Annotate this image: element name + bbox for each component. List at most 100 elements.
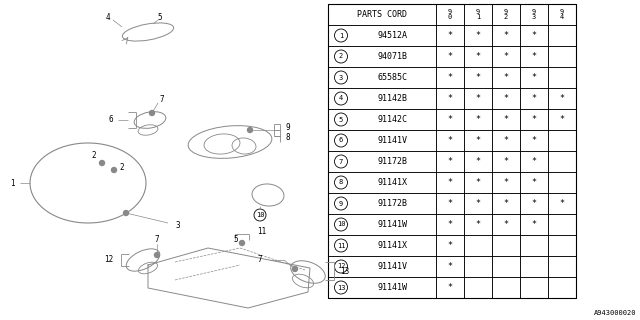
- Bar: [520, 4, 548, 25]
- Circle shape: [248, 127, 253, 132]
- Bar: [492, 193, 520, 214]
- Bar: [548, 130, 576, 151]
- Text: *: *: [504, 157, 509, 166]
- Bar: [464, 277, 492, 298]
- Text: *: *: [476, 31, 481, 40]
- Text: 12: 12: [337, 263, 345, 269]
- Bar: [464, 88, 492, 109]
- Text: 4: 4: [106, 12, 110, 21]
- Text: *: *: [504, 199, 509, 208]
- Text: 94512A: 94512A: [377, 31, 407, 40]
- Text: *: *: [559, 94, 564, 103]
- Bar: [492, 4, 520, 25]
- Bar: [436, 109, 464, 130]
- Text: *: *: [504, 94, 509, 103]
- Text: *: *: [531, 136, 536, 145]
- Text: *: *: [476, 52, 481, 61]
- Text: *: *: [531, 94, 536, 103]
- Text: 2: 2: [92, 151, 96, 161]
- Text: 5: 5: [339, 116, 343, 123]
- Text: 3: 3: [339, 75, 343, 81]
- Text: *: *: [531, 31, 536, 40]
- Bar: [492, 109, 520, 130]
- Text: 7: 7: [339, 158, 343, 164]
- Text: *: *: [531, 73, 536, 82]
- Text: 91141X: 91141X: [377, 178, 407, 187]
- Bar: [328, 130, 436, 151]
- Text: PARTS CORD: PARTS CORD: [357, 10, 407, 19]
- Text: 9
0: 9 0: [448, 9, 452, 20]
- Text: 4: 4: [339, 95, 343, 101]
- Text: 91141W: 91141W: [377, 283, 407, 292]
- Text: *: *: [504, 52, 509, 61]
- Text: 2: 2: [339, 53, 343, 60]
- Text: *: *: [447, 136, 452, 145]
- Text: 9
4: 9 4: [560, 9, 564, 20]
- Text: *: *: [504, 115, 509, 124]
- Bar: [548, 88, 576, 109]
- Bar: [492, 172, 520, 193]
- Circle shape: [150, 110, 154, 116]
- Text: *: *: [476, 115, 481, 124]
- Bar: [436, 172, 464, 193]
- Bar: [548, 67, 576, 88]
- Text: 7: 7: [160, 95, 164, 105]
- Text: *: *: [447, 262, 452, 271]
- Circle shape: [99, 161, 104, 165]
- Bar: [328, 67, 436, 88]
- Bar: [492, 25, 520, 46]
- Text: 91142C: 91142C: [377, 115, 407, 124]
- Text: 91172B: 91172B: [377, 157, 407, 166]
- Bar: [520, 46, 548, 67]
- Bar: [328, 4, 576, 298]
- Bar: [548, 109, 576, 130]
- Bar: [464, 256, 492, 277]
- Bar: [328, 235, 436, 256]
- Text: *: *: [447, 94, 452, 103]
- Bar: [464, 4, 492, 25]
- Bar: [548, 256, 576, 277]
- Bar: [328, 277, 436, 298]
- Bar: [436, 130, 464, 151]
- Text: 7: 7: [155, 235, 159, 244]
- Bar: [492, 88, 520, 109]
- Text: 9
2: 9 2: [504, 9, 508, 20]
- Bar: [464, 130, 492, 151]
- Text: 1: 1: [339, 33, 343, 38]
- Text: *: *: [447, 283, 452, 292]
- Bar: [436, 25, 464, 46]
- Bar: [548, 193, 576, 214]
- Text: 13: 13: [340, 267, 349, 276]
- Text: *: *: [559, 115, 564, 124]
- Text: 94071B: 94071B: [377, 52, 407, 61]
- Text: 3: 3: [175, 221, 180, 230]
- Text: 13: 13: [337, 284, 345, 291]
- Bar: [492, 214, 520, 235]
- Bar: [464, 172, 492, 193]
- Text: 91172B: 91172B: [377, 199, 407, 208]
- Text: 8: 8: [286, 132, 291, 141]
- Text: 5: 5: [157, 12, 163, 21]
- Text: *: *: [476, 73, 481, 82]
- Text: *: *: [531, 220, 536, 229]
- Bar: [520, 25, 548, 46]
- Text: *: *: [504, 178, 509, 187]
- Bar: [548, 277, 576, 298]
- Text: 6: 6: [339, 138, 343, 143]
- Bar: [520, 88, 548, 109]
- Bar: [520, 172, 548, 193]
- Text: 91142B: 91142B: [377, 94, 407, 103]
- Text: *: *: [447, 31, 452, 40]
- Text: 10: 10: [256, 212, 264, 218]
- Text: *: *: [447, 52, 452, 61]
- Bar: [520, 151, 548, 172]
- Bar: [520, 130, 548, 151]
- Bar: [464, 109, 492, 130]
- Text: 5: 5: [234, 236, 238, 244]
- Bar: [520, 109, 548, 130]
- Text: 2: 2: [120, 163, 124, 172]
- Bar: [492, 277, 520, 298]
- Text: 11: 11: [337, 243, 345, 249]
- Bar: [492, 256, 520, 277]
- Bar: [464, 151, 492, 172]
